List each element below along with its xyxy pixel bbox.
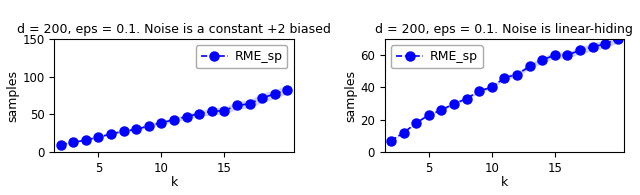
Legend: RME_sp: RME_sp [196, 45, 287, 68]
RME_sp [463, 98, 470, 100]
Title: d = 200, eps = 0.1. Noise is a constant +2 biased: d = 200, eps = 0.1. Noise is a constant … [17, 23, 331, 36]
RME_sp [221, 109, 228, 112]
RME_sp [246, 103, 253, 105]
RME_sp [589, 46, 596, 48]
RME_sp [233, 104, 241, 106]
RME_sp [145, 125, 153, 127]
RME_sp [450, 102, 458, 105]
RME_sp [108, 133, 115, 135]
Y-axis label: samples: samples [344, 70, 357, 121]
RME_sp [132, 128, 140, 131]
Line: RME_sp: RME_sp [56, 85, 292, 149]
RME_sp [614, 38, 621, 40]
RME_sp [488, 86, 495, 89]
RME_sp [438, 109, 445, 111]
RME_sp [57, 143, 65, 146]
X-axis label: k: k [500, 176, 508, 189]
RME_sp [576, 49, 584, 51]
Title: d = 200, eps = 0.1. Noise is linear-hiding: d = 200, eps = 0.1. Noise is linear-hidi… [376, 23, 633, 36]
RME_sp [400, 132, 408, 134]
RME_sp [500, 77, 508, 79]
RME_sp [538, 59, 546, 61]
RME_sp [195, 113, 203, 115]
RME_sp [170, 119, 178, 121]
RME_sp [183, 115, 191, 118]
Line: RME_sp: RME_sp [387, 35, 622, 145]
Legend: RME_sp: RME_sp [391, 45, 483, 68]
RME_sp [387, 140, 395, 142]
RME_sp [476, 90, 483, 92]
RME_sp [563, 54, 571, 56]
RME_sp [208, 110, 216, 113]
X-axis label: k: k [170, 176, 178, 189]
RME_sp [82, 139, 90, 141]
RME_sp [284, 88, 291, 91]
RME_sp [271, 93, 278, 95]
Y-axis label: samples: samples [6, 70, 20, 121]
RME_sp [95, 136, 102, 138]
RME_sp [70, 141, 77, 144]
RME_sp [525, 65, 533, 68]
RME_sp [601, 43, 609, 45]
RME_sp [412, 122, 420, 124]
RME_sp [551, 54, 559, 56]
RME_sp [120, 130, 127, 132]
RME_sp [259, 97, 266, 99]
RME_sp [157, 121, 165, 124]
RME_sp [425, 114, 433, 116]
RME_sp [513, 73, 521, 76]
